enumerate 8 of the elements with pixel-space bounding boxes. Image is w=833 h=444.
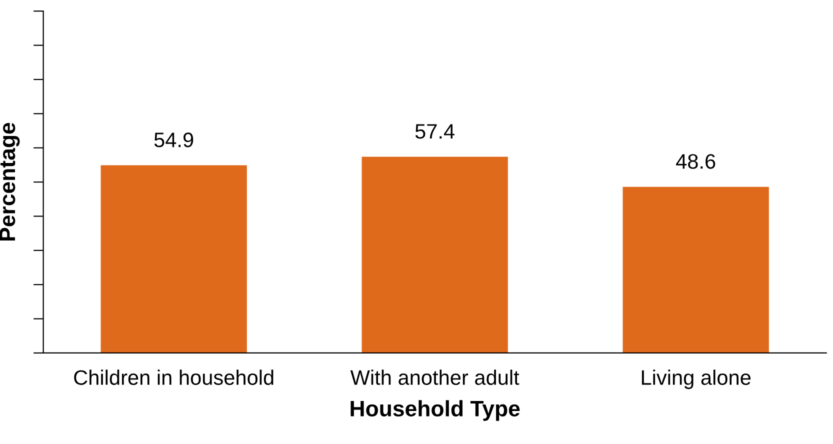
x-tick-label: With another adult — [350, 370, 520, 385]
x-tick-label: Children in household — [74, 370, 274, 385]
y-axis-title: Percentage — [0, 122, 20, 240]
data-label: 54.9 — [154, 132, 194, 148]
x-axis-title: Household Type — [350, 400, 520, 421]
data-label: 57.4 — [415, 124, 454, 139]
x-tick-label: Living alone — [642, 370, 751, 390]
data-label: 48.6 — [676, 154, 716, 169]
